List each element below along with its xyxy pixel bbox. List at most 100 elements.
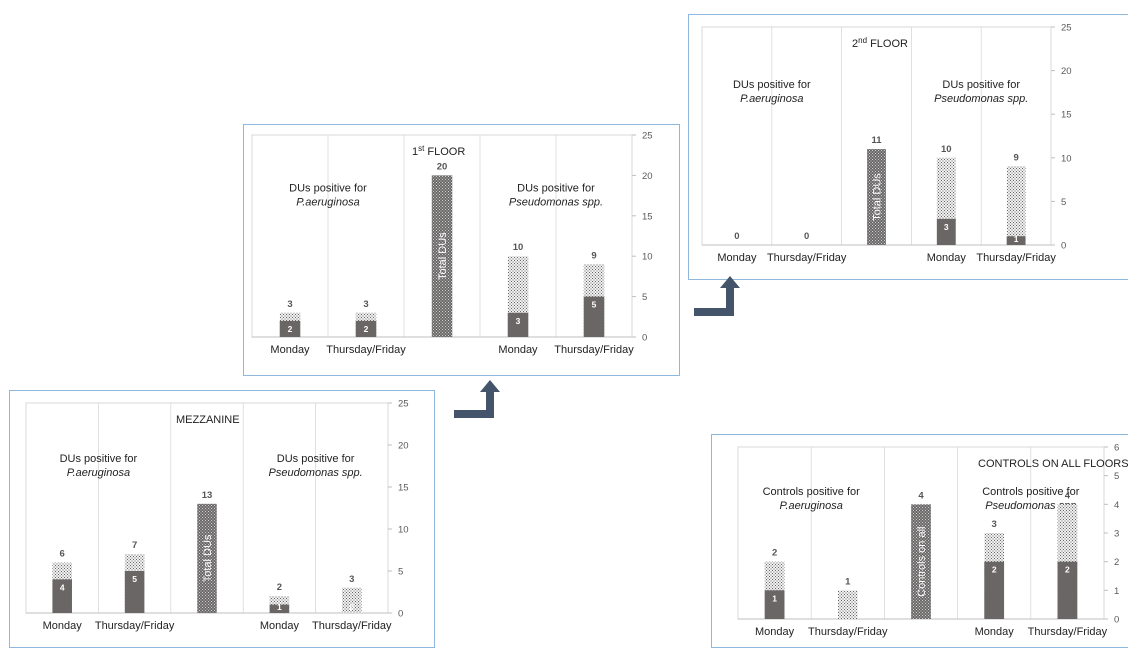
chart-panel-first-floor: 0 5 10 15 20 25 1st FLOOR DUs positive for P.aer…	[243, 124, 680, 376]
bar-positive-3	[507, 312, 529, 337]
bar-positive-4	[583, 296, 605, 337]
y-tick-label: 25	[642, 131, 653, 142]
bar-positive-0	[279, 320, 301, 337]
y-tick-label: 5	[642, 292, 647, 303]
group-label-line2: P.aeruginosa	[779, 500, 842, 512]
group-label-line1: DUs positive for	[517, 183, 595, 195]
x-category-label: Thursday/Friday	[976, 252, 1056, 264]
x-category-label: Thursday/Friday	[554, 344, 634, 356]
x-category-label: Monday	[260, 620, 300, 632]
chart-title-sup: nd	[858, 36, 867, 45]
bar-positive-label: 1	[277, 602, 282, 612]
group-label-line1: DUs positive for	[942, 79, 1020, 91]
chart-title: CONTROLS ON ALL FLOORS	[978, 458, 1128, 470]
bar-total-2	[867, 149, 886, 245]
bar-positive-label: 1	[1014, 234, 1019, 244]
chart-title-main: 2	[852, 38, 858, 50]
y-tick-label: 2	[1114, 557, 1119, 568]
x-category-label: Monday	[270, 344, 310, 356]
bar-total-label: 4	[918, 490, 924, 501]
y-tick-label: 20	[642, 171, 653, 182]
bar-total-4	[1006, 166, 1026, 245]
y-tick-label: 0	[642, 333, 647, 344]
chart-title: 1st FLOOR	[412, 144, 465, 158]
bar-total-label: 9	[591, 250, 596, 261]
x-category-label: Thursday/Friday	[808, 626, 888, 638]
bar-total-label: 2	[772, 548, 777, 559]
x-category-label: Monday	[717, 252, 757, 264]
bar-total-1	[837, 590, 858, 619]
chart-title-main: MEZZANINE	[176, 414, 240, 426]
bar-positive-label: 3	[516, 316, 521, 326]
x-category-label: Thursday/Friday	[1028, 626, 1108, 638]
x-category-label: Monday	[975, 626, 1015, 638]
bar-total-label: 3	[349, 574, 354, 585]
bar-total-4	[342, 587, 362, 613]
bar-positive-3	[984, 561, 1005, 619]
bar-total-label: 11	[871, 135, 882, 146]
y-tick-label: 25	[1061, 23, 1072, 34]
y-tick-label: 5	[1061, 197, 1066, 208]
bar-positive-label: 0	[349, 602, 354, 612]
arrow-first-floor-to-second-floor-icon	[694, 276, 740, 316]
bar-total-label: 3	[992, 519, 997, 530]
bar-positive-0	[764, 590, 785, 619]
chart-title-main: 1	[412, 146, 418, 158]
chart-controls: 0 1 2 3 4 5 6 CONTROLS ON ALL FLOORS Controls po…	[737, 443, 1128, 638]
bar-positive-label: 2	[364, 324, 369, 334]
chart-title: MEZZANINE	[176, 414, 240, 426]
x-category-label: Monday	[498, 344, 538, 356]
bar-positive-label: 5	[592, 300, 597, 310]
group-label-line2: Pseudomonas spp	[985, 500, 1076, 512]
group-label-line1: Controls positive for	[763, 486, 861, 498]
x-category-label: Monday	[43, 620, 83, 632]
bar-total-label: 9	[1013, 153, 1018, 164]
bar-total-label: 0	[734, 231, 739, 242]
chart-panel-mezzanine: 0 5 10 15 20 25 MEZZANINE DUs positive for P.aer…	[9, 390, 435, 648]
bar-total-label: 2	[277, 582, 282, 593]
group-label-line1: DUs positive for	[277, 453, 355, 465]
y-tick-label: 1	[1114, 586, 1119, 597]
y-tick-label: 15	[642, 211, 653, 222]
y-tick-label: 10	[642, 252, 653, 263]
bar-total-2	[197, 503, 217, 613]
y-tick-label: 4	[1114, 500, 1119, 511]
group-label-line2: Pseudomonas spp.	[269, 467, 363, 479]
x-category-label: Thursday/Friday	[95, 620, 175, 632]
y-tick-label: 0	[1061, 241, 1066, 252]
bar-total-2	[911, 504, 931, 619]
y-tick-label: 20	[1061, 66, 1072, 77]
bar-positive-3	[936, 218, 956, 245]
y-tick-label: 0	[398, 609, 403, 620]
bar-total-2	[431, 175, 453, 337]
y-tick-label: 25	[398, 399, 409, 410]
y-tick-label: 10	[1061, 153, 1072, 164]
bar-vertical-label: Total DUs	[202, 534, 214, 582]
bar-positive-4	[1006, 236, 1026, 245]
group-label-line1: DUs positive for	[60, 453, 138, 465]
bar-total-label: 3	[287, 299, 292, 310]
bar-vertical-label: Controls on all	[916, 527, 928, 597]
chart-title-sup: st	[418, 144, 425, 153]
bar-total-label: 10	[941, 144, 952, 155]
y-tick-label: 5	[398, 567, 403, 578]
group-label-line2: Pseudomonas spp.	[509, 197, 603, 209]
group-label-line2: P.aeruginosa	[67, 467, 130, 479]
bar-vertical-label: Total DUs	[437, 232, 449, 280]
group-label-line1: DUs positive for	[289, 183, 367, 195]
y-tick-label: 5	[1114, 471, 1119, 482]
group-label-line2: Pseudomonas spp.	[934, 93, 1028, 105]
bar-positive-label: 2	[1065, 565, 1070, 575]
bar-positive-label: 3	[944, 222, 949, 232]
bar-positive-label: 5	[132, 574, 137, 584]
x-category-label: Thursday/Friday	[312, 620, 392, 632]
y-tick-label: 3	[1114, 529, 1119, 540]
bar-total-label: 4	[1065, 490, 1071, 501]
y-tick-label: 0	[1114, 615, 1119, 626]
bar-total-label: 6	[60, 549, 65, 560]
bar-positive-4	[1057, 561, 1078, 619]
group-label-line1: DUs positive for	[733, 79, 811, 91]
bar-vertical-label: Total DUs	[872, 173, 884, 221]
